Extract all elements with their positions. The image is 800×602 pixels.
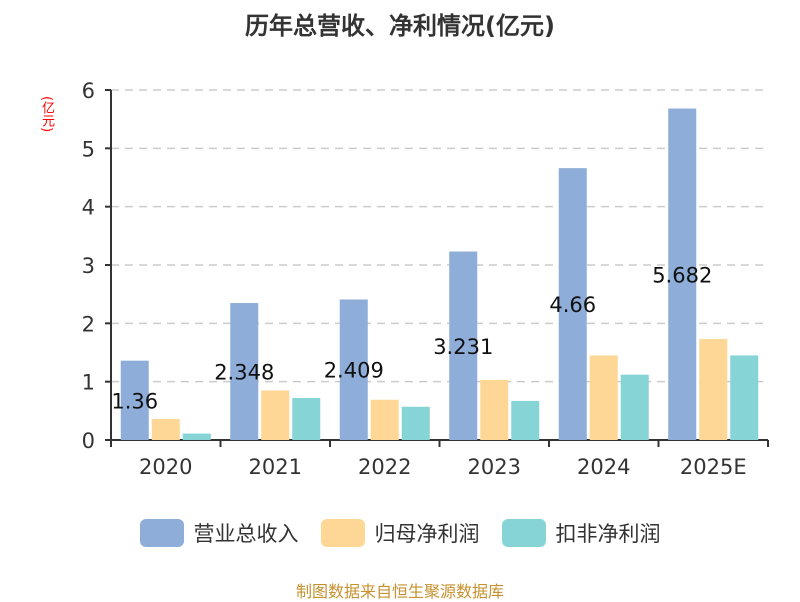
y-tick-label: 6	[82, 79, 95, 103]
bar-0-2025E	[668, 108, 697, 441]
bar-0-2020	[120, 360, 149, 440]
y-axis-unit-label: (亿元)	[39, 96, 54, 133]
x-tick-label: 2020	[139, 455, 192, 479]
data-label: 5.682	[652, 263, 712, 287]
legend-label-deducted-net-profit: 扣非净利润	[555, 522, 661, 546]
bar-1-2023	[480, 379, 509, 440]
data-source-note: 制图数据来自恒生聚源数据库	[295, 582, 504, 601]
legend-label-revenue: 营业总收入	[193, 522, 299, 546]
legend-item-deducted-net-profit[interactable]: 扣非净利润	[501, 518, 661, 548]
y-tick-label: 5	[82, 137, 95, 161]
bar-2-2024	[620, 374, 649, 440]
data-label: 1.36	[111, 389, 158, 413]
legend-swatch-parent-net-profit	[320, 519, 365, 547]
legend-item-revenue[interactable]: 营业总收入	[139, 518, 299, 548]
data-label: 2.409	[324, 359, 384, 383]
bar-2-2025E	[730, 355, 759, 440]
bar-0-2022	[339, 299, 368, 440]
legend-swatch-revenue	[139, 519, 184, 547]
data-label: 2.348	[214, 361, 274, 385]
bar-2-2023	[511, 400, 540, 440]
data-label: 4.66	[549, 293, 596, 317]
y-tick-label: 4	[82, 196, 95, 220]
x-tick-label: 2023	[468, 455, 521, 479]
legend-label-parent-net-profit: 归母净利润	[374, 522, 480, 546]
bar-0-2023	[449, 251, 478, 440]
bar-0-2021	[230, 303, 259, 440]
y-tick-label: 3	[82, 254, 95, 278]
data-label: 3.231	[433, 335, 493, 359]
bar-2-2020	[182, 433, 211, 440]
y-tick-label: 0	[82, 429, 95, 453]
bar-1-2020	[151, 419, 180, 440]
bar-1-2022	[370, 399, 399, 440]
chart-title: 历年总营收、净利情况(亿元)	[245, 12, 555, 40]
legend-swatch-deducted-net-profit	[501, 519, 546, 547]
bar-0-2024	[558, 168, 587, 440]
y-tick-label: 1	[82, 371, 95, 395]
x-tick-label: 2022	[358, 455, 411, 479]
x-tick-label: 2021	[249, 455, 302, 479]
legend-item-parent-net-profit[interactable]: 归母净利润	[320, 518, 480, 548]
bar-2-2022	[401, 406, 430, 440]
bar-1-2024	[589, 355, 618, 440]
bar-2-2021	[292, 398, 321, 440]
x-tick-label: 2024	[577, 455, 630, 479]
bar-1-2025E	[699, 339, 728, 440]
bar-1-2021	[261, 390, 290, 440]
legend: 营业总收入 归母净利润 扣非净利润	[0, 518, 800, 548]
x-tick-label: 2025E	[680, 455, 747, 479]
y-tick-label: 2	[82, 312, 95, 336]
